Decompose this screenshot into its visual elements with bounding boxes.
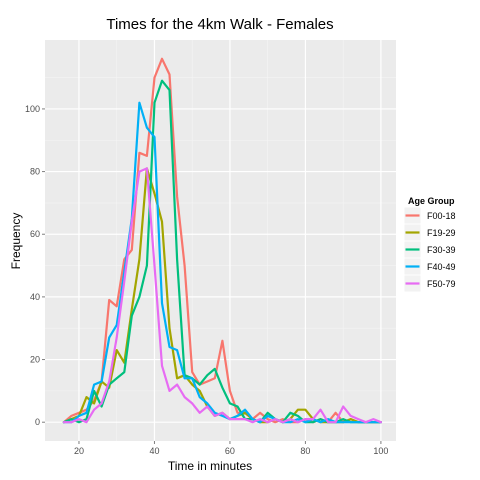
y-tick-label: 100 — [25, 104, 40, 114]
legend-label: F40-49 — [427, 262, 456, 272]
series-line-f40-49 — [62, 101, 382, 424]
x-tick-label: 20 — [74, 446, 84, 456]
chart-title: Times for the 4km Walk - Females — [106, 16, 333, 33]
legend-label: F00-18 — [427, 211, 456, 221]
y-axis-title: Frequency — [9, 213, 23, 270]
x-axis-title: Time in minutes — [168, 459, 252, 473]
series-lines — [62, 57, 382, 424]
y-tick-label: 60 — [30, 229, 40, 239]
y-tick-label: 0 — [35, 417, 40, 427]
x-tick-label: 40 — [149, 446, 159, 456]
legend-title: Age Group — [408, 196, 455, 206]
y-tick-label: 40 — [30, 292, 40, 302]
y-tick-label: 80 — [30, 167, 40, 177]
legend-items: F00-18 F19-29 F30-39 F40-49 F50-79 — [403, 206, 456, 293]
legend-label: F19-29 — [427, 228, 456, 238]
series-line-f50-79 — [62, 167, 382, 424]
y-axis-ticks: 0 20 40 60 80 100 — [25, 104, 45, 427]
legend-label: F50-79 — [427, 279, 456, 289]
x-axis-ticks: 20 40 60 80 100 — [74, 441, 388, 456]
grid-lines — [45, 40, 396, 441]
x-tick-label: 60 — [225, 446, 235, 456]
x-tick-label: 100 — [373, 446, 388, 456]
legend-label: F30-39 — [427, 245, 456, 255]
x-tick-label: 80 — [300, 446, 310, 456]
y-tick-label: 20 — [30, 355, 40, 365]
legend: Age Group F00-18 F19-29 F30-39 F40-49 F50-79 — [403, 196, 456, 293]
